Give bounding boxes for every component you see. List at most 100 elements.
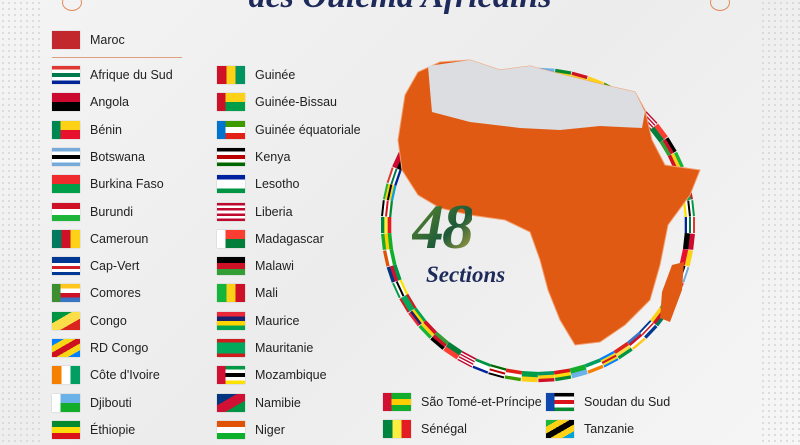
ring-flag-stripe — [586, 361, 603, 371]
ring-flag — [386, 167, 402, 186]
ring-flag-stripe — [472, 365, 489, 374]
country-item: Burkina Faso — [52, 175, 164, 194]
madagascar-map — [660, 262, 684, 322]
ring-flag-stripe — [537, 371, 555, 376]
ring-flag-stripe — [459, 354, 475, 364]
country-item: Mali — [217, 284, 278, 303]
country-item: Burundi — [52, 202, 133, 221]
ring-flag-stripe — [665, 137, 677, 153]
ring-flag-stripe — [639, 320, 652, 334]
flag-icon — [217, 366, 245, 385]
country-label: Niger — [255, 422, 285, 437]
country-label: Congo — [90, 313, 127, 328]
ring-flag — [569, 364, 588, 379]
ring-flag-stripe — [430, 336, 445, 350]
ring-flag-stripe — [521, 376, 538, 383]
flag-icon — [546, 393, 574, 411]
country-item: Malawi — [217, 257, 294, 276]
country-label: Namibie — [255, 395, 301, 410]
ring-flag-stripe — [554, 375, 572, 382]
ring-flag — [381, 232, 394, 250]
ring-flag-stripe — [392, 169, 400, 186]
country-item: Mozambique — [217, 366, 327, 385]
ring-flag-stripe — [446, 341, 463, 356]
flag-icon — [217, 257, 245, 276]
ring-flag — [472, 358, 492, 374]
ring-flag-stripe — [401, 296, 412, 312]
country-item: Djibouti — [52, 393, 132, 412]
country-label: Guinée — [255, 68, 296, 82]
ring-flag-stripe — [434, 331, 450, 345]
ring-flag-stripe — [423, 320, 437, 335]
ring-flag-stripe — [682, 200, 687, 218]
country-item: Angola — [52, 93, 129, 112]
ring-flag — [386, 264, 402, 283]
ring-flag-stripe — [570, 369, 588, 379]
country-item: Comores — [52, 284, 141, 303]
ring-flag-stripe — [679, 248, 689, 266]
ring-flag-stripe — [475, 358, 492, 367]
ring-flag-stripe — [394, 169, 402, 186]
country-item: Botswana — [52, 147, 145, 166]
country-label: Madagascar — [255, 231, 324, 246]
ring-flag-stripe — [641, 322, 654, 336]
flag-icon — [217, 339, 245, 357]
flag-icon — [52, 229, 80, 248]
ring-flag-stripe — [399, 297, 410, 313]
ring-flag-stripe — [642, 323, 656, 337]
ring-flag — [382, 248, 397, 267]
ring-flag-stripe — [640, 321, 653, 335]
ring-flag-stripe — [432, 334, 447, 348]
ring-flag-stripe — [420, 322, 435, 337]
flag-icon — [217, 175, 245, 194]
ring-flag-stripe — [687, 233, 695, 250]
country-label: Mozambique — [255, 368, 327, 383]
ring-flag — [418, 320, 437, 339]
ring-flag-stripe — [387, 200, 392, 217]
flag-icon — [52, 202, 80, 221]
country-label: Mauritanie — [255, 341, 314, 355]
ring-flag — [399, 293, 417, 313]
country-label: Soudan du Sud — [584, 395, 671, 409]
ring-flag — [443, 341, 463, 360]
country-item: Mauritanie — [217, 339, 313, 357]
country-item: Liberia — [217, 202, 293, 221]
ring-flag-stripe — [395, 281, 405, 297]
ring-flag — [599, 350, 619, 368]
ring-flag-stripe — [382, 250, 390, 267]
ring-flag-stripe — [387, 232, 394, 250]
ring-flag-stripe — [392, 264, 402, 281]
flag-icon — [217, 120, 245, 139]
ring-flag-stripe — [670, 153, 681, 170]
country-item: Sénégal — [383, 420, 467, 439]
country-item: Maurice — [217, 311, 299, 330]
ring-flag — [430, 331, 450, 350]
ring-flag-stripe — [402, 295, 413, 311]
ring-flag-stripe — [461, 350, 477, 360]
ring-flag-stripe — [603, 357, 619, 368]
country-label: Kenya — [255, 149, 291, 164]
ring-flag-stripe — [538, 374, 555, 379]
country-label: RD Congo — [90, 341, 149, 355]
ring-flag-stripe — [569, 364, 587, 374]
country-label: Côte d'Ivoire — [90, 368, 160, 383]
ring-flag-stripe — [692, 217, 695, 233]
dot-pattern-left — [0, 0, 40, 445]
flag-icon — [217, 420, 245, 439]
country-item: Niger — [217, 420, 285, 439]
ring-flag-stripe — [688, 217, 691, 233]
ring-flag-stripe — [682, 232, 690, 250]
country-label: Malawi — [255, 259, 294, 274]
country-label: Maroc — [90, 33, 125, 47]
ring-flag-stripe — [386, 249, 394, 266]
ring-flag-stripe — [389, 200, 394, 218]
flag-icon — [52, 257, 80, 276]
ring-flag-stripe — [626, 331, 641, 345]
ring-flag — [659, 137, 677, 157]
ring-flag-stripe — [489, 368, 506, 375]
country-label: Liberia — [255, 204, 293, 219]
country-item: Guinée — [217, 66, 295, 84]
ring-flag — [457, 350, 477, 368]
ring-flag-stripe — [688, 200, 693, 217]
